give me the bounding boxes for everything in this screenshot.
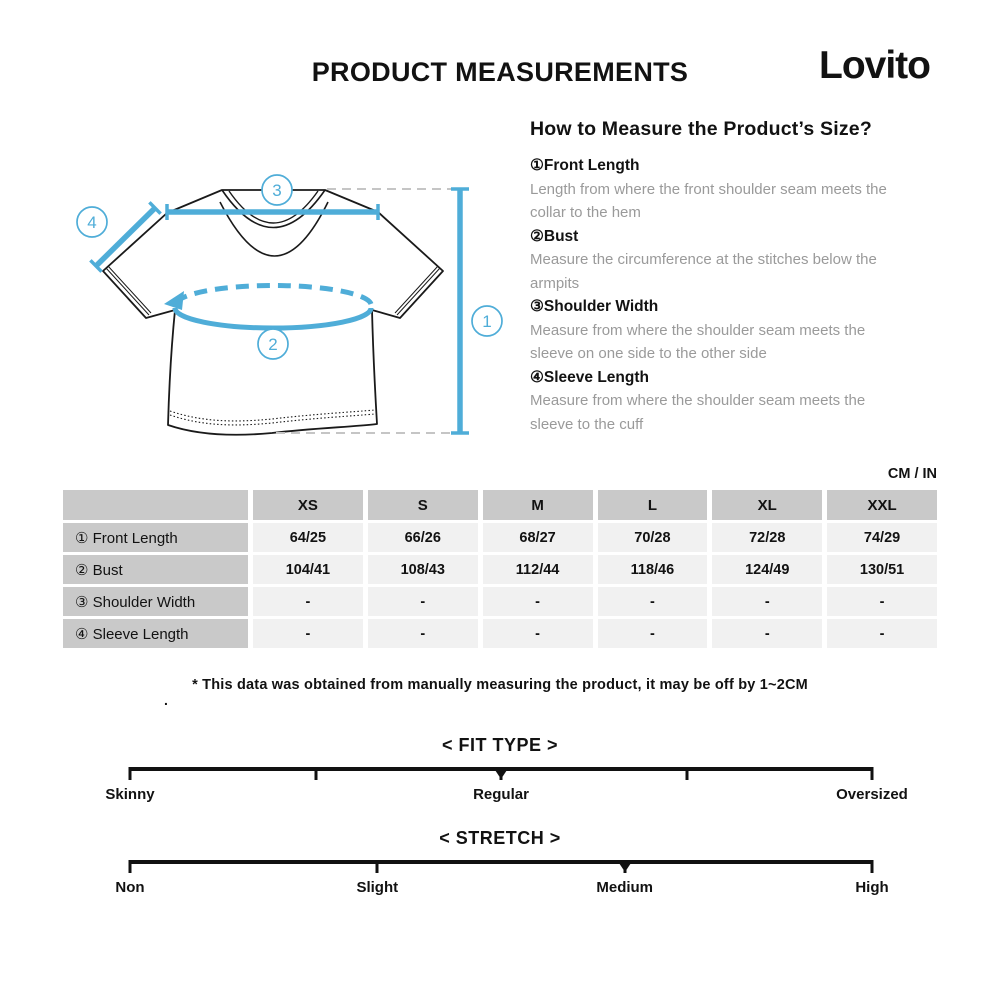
guide-item-desc: Length from where the front shoulder sea… bbox=[530, 180, 887, 222]
scale-tick bbox=[870, 767, 874, 780]
callout-number: 1 bbox=[482, 312, 491, 331]
collar-inner-arc bbox=[228, 190, 319, 224]
guide-item-label: ①Front Length bbox=[530, 157, 640, 174]
guide-item-desc: Measure from where the shoulder seam mee… bbox=[530, 321, 866, 363]
table-cell: - bbox=[597, 587, 708, 616]
fit-type-title: < FIT TYPE > bbox=[441, 735, 559, 755]
scale-label: Medium bbox=[596, 879, 654, 896]
tshirt-outline bbox=[102, 189, 444, 436]
collar-outer-arc bbox=[221, 189, 326, 229]
column-header: M bbox=[482, 490, 593, 520]
column-header: L bbox=[597, 490, 708, 520]
callout-front-length: 1 bbox=[471, 305, 503, 337]
scale-label: High bbox=[855, 879, 889, 896]
front-length-measure-line bbox=[451, 187, 469, 435]
table-cell: 104/41 bbox=[253, 555, 363, 584]
table-cell: 124/49 bbox=[712, 555, 823, 584]
callout-sleeve-length: 4 bbox=[76, 206, 108, 238]
hem-stitch bbox=[169, 409, 376, 426]
scale-tick bbox=[128, 767, 132, 780]
stretch-scale: < STRETCH > Non Slight Medium High bbox=[0, 828, 1000, 903]
guide-item-desc: Measure the circumference at the stitche… bbox=[530, 251, 877, 292]
row-label: ① Front Length bbox=[63, 523, 248, 552]
right-cuff-stitch bbox=[394, 265, 441, 316]
shoulder-width-measure-line bbox=[165, 204, 380, 220]
sleeve-length-measure-line bbox=[89, 201, 162, 273]
scale-label: Skinny bbox=[105, 786, 155, 803]
scale-label: Slight bbox=[356, 879, 399, 896]
table-cell: - bbox=[253, 587, 363, 616]
table-cell: 64/25 bbox=[253, 523, 363, 552]
table-cell: 130/51 bbox=[827, 555, 937, 584]
table-cell: - bbox=[827, 619, 937, 648]
table-cell: - bbox=[367, 619, 478, 648]
scale-tick bbox=[128, 860, 132, 873]
measure-guide: How to Measure the Product’s Size? ①Fron… bbox=[530, 118, 940, 436]
table-cell: 72/28 bbox=[712, 523, 823, 552]
callout-bust: 2 bbox=[257, 328, 289, 360]
guide-item: ③Shoulder Width Measure from where the sh… bbox=[530, 295, 940, 366]
size-table: XS S M L XL XXL ① Front Length 64/25 66/26 68/27 7… bbox=[63, 490, 937, 648]
scale-tick bbox=[375, 860, 379, 873]
column-header: S bbox=[367, 490, 478, 520]
measure-guide-list: ①Front Length Length from where the front… bbox=[530, 154, 940, 436]
table-corner-cell bbox=[63, 490, 248, 520]
table-cell: - bbox=[367, 587, 478, 616]
column-header: XL bbox=[712, 490, 823, 520]
table-cell: - bbox=[597, 619, 708, 648]
scale-tick bbox=[870, 860, 874, 873]
brand-logo: Lovito bbox=[819, 44, 931, 87]
scale-tick bbox=[685, 767, 688, 780]
scale-label: Non bbox=[115, 879, 145, 896]
table-cell: - bbox=[482, 619, 593, 648]
measure-guide-heading: How to Measure the Product’s Size? bbox=[530, 118, 872, 140]
table-cell: - bbox=[253, 619, 363, 648]
bust-measure-ellipse bbox=[164, 282, 374, 331]
row-label: ③ Shoulder Width bbox=[63, 587, 248, 616]
scale-tick bbox=[314, 767, 317, 780]
column-header: XXL bbox=[827, 490, 937, 520]
page-title: PRODUCT MEASUREMENTS bbox=[311, 57, 689, 87]
guide-item-label: ③Shoulder Width bbox=[530, 298, 659, 315]
disclaimer-note: * This data was obtained from manually m… bbox=[192, 677, 808, 693]
row-label: ④ Sleeve Length bbox=[63, 619, 248, 648]
callout-number: 2 bbox=[268, 335, 277, 354]
front-neckline-arc bbox=[219, 201, 329, 257]
scale-line: Non Slight Medium High bbox=[115, 860, 889, 896]
fit-type-scale: < FIT TYPE > Skinny Regular Oversized bbox=[0, 735, 1000, 810]
column-header: XS bbox=[253, 490, 363, 520]
table-cell: - bbox=[712, 587, 823, 616]
bust-arrow-head bbox=[164, 291, 184, 310]
scale-label: Regular bbox=[473, 786, 529, 803]
table-cell: 74/29 bbox=[827, 523, 937, 552]
left-cuff-stitch bbox=[105, 265, 152, 316]
guide-item-label: ②Bust bbox=[530, 227, 579, 245]
guide-item-label: ④Sleeve Length bbox=[530, 368, 649, 386]
unit-label: CM / IN bbox=[887, 466, 937, 482]
callout-number: 3 bbox=[272, 181, 281, 200]
stretch-title: < STRETCH > bbox=[439, 828, 561, 848]
table-cell: 70/28 bbox=[597, 523, 708, 552]
guide-item: ②Bust Measure the circumference at the st… bbox=[530, 225, 940, 296]
stray-period-mark: . bbox=[164, 692, 168, 708]
guide-item-desc: Measure from where the shoulder seam mee… bbox=[530, 392, 866, 433]
table-cell: 68/27 bbox=[482, 523, 593, 552]
callout-shoulder-width: 3 bbox=[261, 174, 293, 206]
table-cell: - bbox=[712, 619, 823, 648]
table-cell: 108/43 bbox=[367, 555, 478, 584]
scale-marker-triangle bbox=[493, 767, 509, 779]
table-cell: 66/26 bbox=[367, 523, 478, 552]
scale-line: Skinny Regular Oversized bbox=[105, 767, 908, 803]
table-cell: 112/44 bbox=[482, 555, 593, 584]
guide-item: ④Sleeve Length Measure from where the sho… bbox=[530, 366, 940, 437]
table-cell: - bbox=[482, 587, 593, 616]
guide-item: ①Front Length Length from where the front… bbox=[530, 154, 940, 225]
row-label: ② Bust bbox=[63, 555, 248, 584]
scale-label: Oversized bbox=[836, 786, 908, 803]
scale-marker-triangle bbox=[616, 860, 633, 872]
tshirt-measurement-diagram: 1 2 3 4 bbox=[76, 174, 503, 436]
table-cell: 118/46 bbox=[597, 555, 708, 584]
table-cell: - bbox=[827, 587, 937, 616]
callout-number: 4 bbox=[87, 213, 96, 232]
